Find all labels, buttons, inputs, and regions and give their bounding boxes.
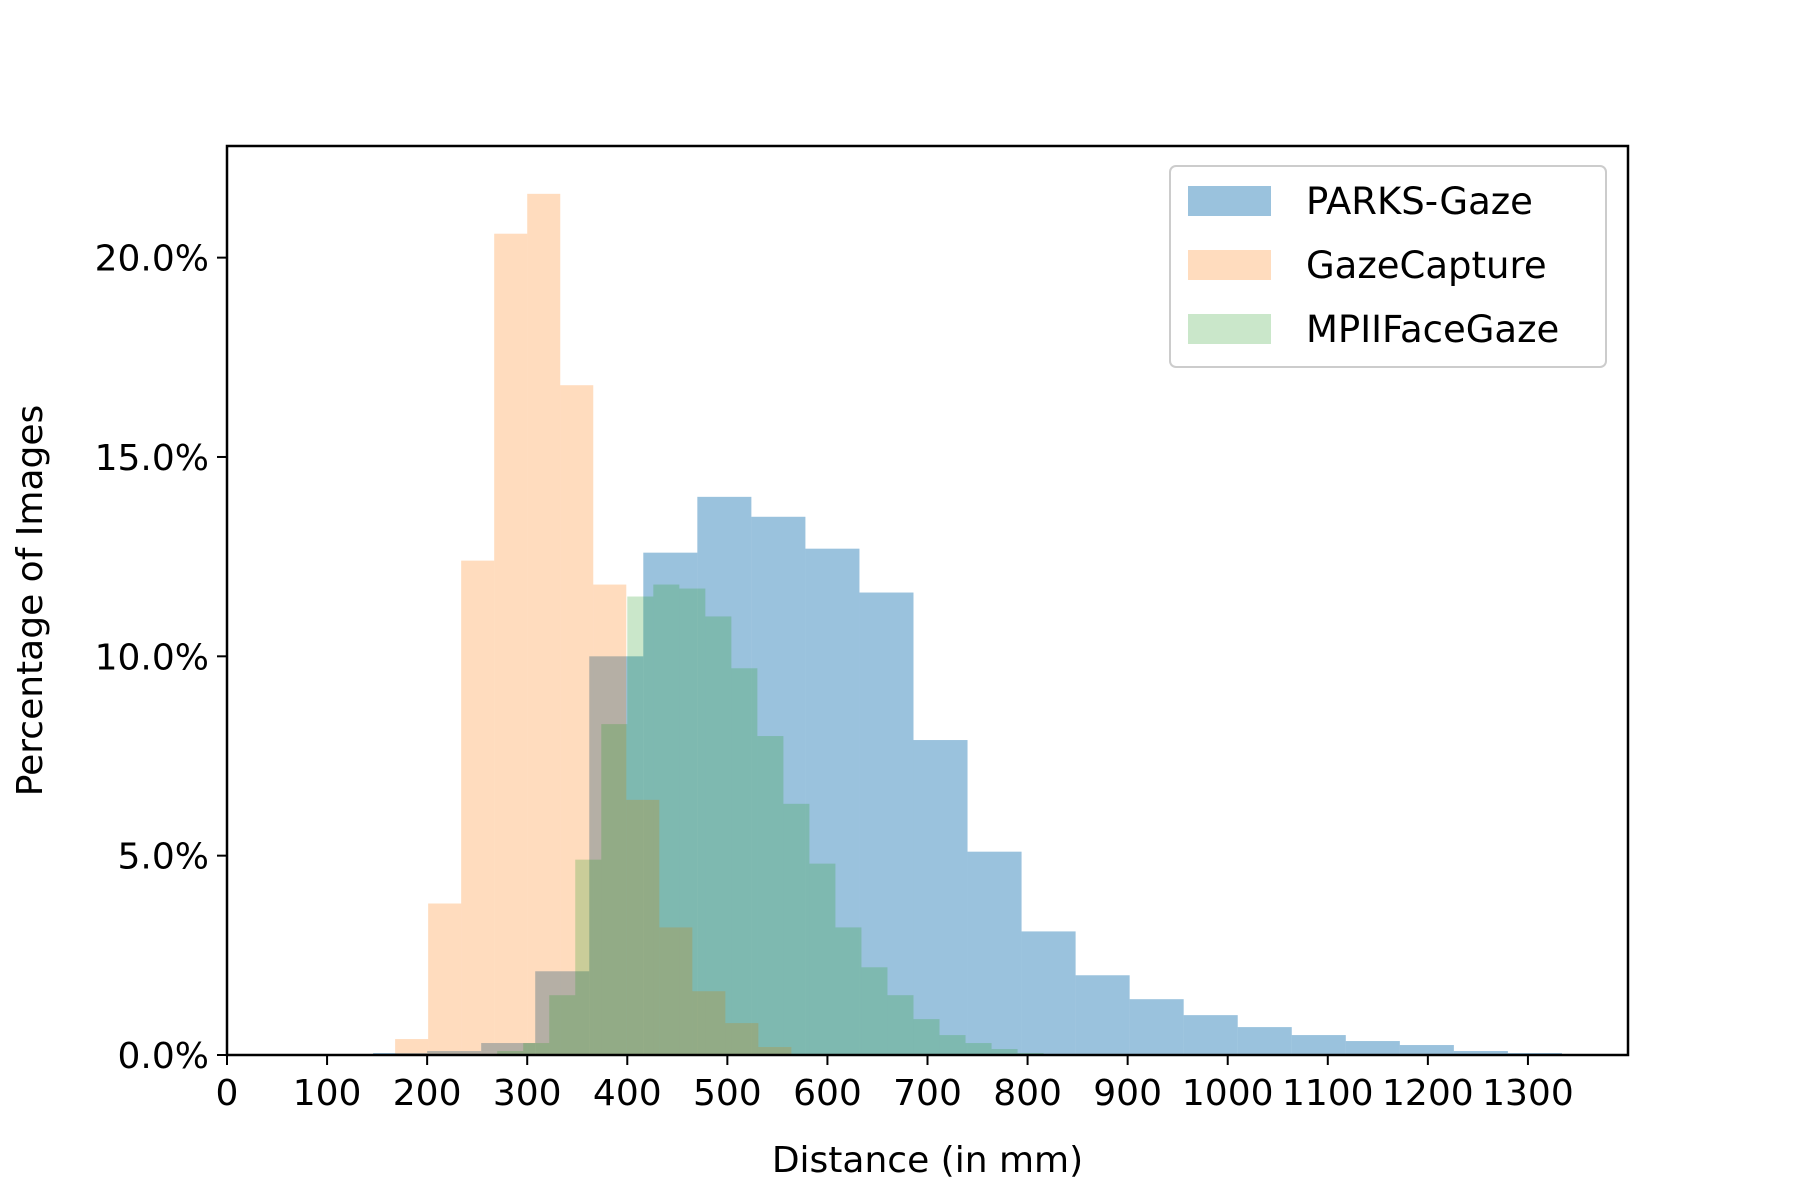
- bar-gazecapture-2: [461, 560, 495, 1055]
- y-axis: 0.0% 5.0% 10.0% 15.0% 20.0%: [95, 239, 227, 1077]
- y-tick-label: 5.0%: [118, 837, 209, 878]
- bar-mpiifacegaze-9: [731, 668, 758, 1055]
- bar-gazecapture-5: [560, 385, 594, 1055]
- x-tick-label: 100: [293, 1073, 362, 1114]
- bar-mpiifacegaze-2: [549, 995, 576, 1055]
- bar-parks-gaze-13: [1075, 975, 1130, 1055]
- histogram-bars: [373, 193, 1562, 1056]
- bar-mpiifacegaze-4: [601, 724, 628, 1055]
- bar-gazecapture-8: [659, 927, 693, 1055]
- x-tick-label: 700: [893, 1073, 962, 1114]
- legend-swatch-parks-gaze: [1188, 186, 1271, 216]
- x-axis: 0 100 200 300 400 500 600 700 800 900 1000 1100 1200…: [216, 1055, 1574, 1114]
- bar-mpiifacegaze-19: [991, 1049, 1018, 1055]
- bar-mpiifacegaze-6: [653, 584, 680, 1055]
- bar-parks-gaze-6: [697, 496, 752, 1055]
- bar-parks-gaze-9: [859, 592, 914, 1055]
- x-tick-label: 1300: [1482, 1073, 1574, 1114]
- bar-gazecapture-10: [725, 1023, 759, 1055]
- bar-parks-gaze-15: [1183, 1015, 1238, 1055]
- bar-mpiifacegaze-13: [835, 927, 862, 1055]
- x-tick-label: 600: [793, 1073, 862, 1114]
- bar-parks-gaze-7: [751, 516, 806, 1055]
- bar-mpiifacegaze-7: [679, 588, 706, 1055]
- bar-parks-gaze-20: [1453, 1051, 1508, 1055]
- bar-parks-gaze-18: [1345, 1041, 1400, 1055]
- y-axis-label: Percentage of Images: [10, 405, 51, 797]
- legend-label-mpiifacegaze: MPIIFaceGaze: [1306, 308, 1559, 351]
- bar-parks-gaze-17: [1291, 1035, 1346, 1055]
- legend-label-parks-gaze: PARKS-Gaze: [1306, 180, 1533, 223]
- x-tick-label: 200: [393, 1073, 462, 1114]
- x-tick-label: 900: [1093, 1073, 1162, 1114]
- legend-swatch-gazecapture: [1188, 250, 1271, 280]
- bar-parks-gaze-14: [1129, 999, 1184, 1055]
- x-tick-label: 400: [593, 1073, 662, 1114]
- x-axis-label: Distance (in mm): [772, 1140, 1083, 1181]
- series-gazecapture: [395, 193, 792, 1056]
- legend-label-gazecapture: GazeCapture: [1306, 244, 1547, 287]
- bar-parks-gaze-3: [535, 971, 590, 1055]
- bar-gazecapture-9: [692, 991, 726, 1055]
- series-mpiifacegaze: [497, 584, 1044, 1055]
- bar-parks-gaze-19: [1399, 1045, 1454, 1055]
- bar-mpiifacegaze-18: [965, 1043, 992, 1055]
- bar-mpiifacegaze-16: [913, 1019, 940, 1055]
- bar-mpiifacegaze-14: [861, 967, 888, 1055]
- bar-gazecapture-1: [428, 903, 462, 1055]
- legend: PARKS-Gaze GazeCapture MPIIFaceGaze: [1169, 165, 1607, 368]
- x-tick-label: 1200: [1382, 1073, 1474, 1114]
- bar-parks-gaze-16: [1237, 1027, 1292, 1055]
- bar-mpiifacegaze-0: [497, 1051, 524, 1055]
- bar-gazecapture-3: [494, 233, 528, 1056]
- bar-mpiifacegaze-15: [887, 995, 914, 1055]
- bar-parks-gaze-1: [427, 1051, 482, 1055]
- y-tick-label: 0.0%: [118, 1036, 209, 1077]
- legend-box: [1169, 165, 1607, 368]
- bar-gazecapture-7: [626, 799, 660, 1055]
- bar-parks-gaze-5: [643, 552, 698, 1055]
- y-tick-label: 15.0%: [95, 438, 209, 479]
- x-tick-label: 0: [216, 1073, 239, 1114]
- bar-mpiifacegaze-11: [783, 803, 810, 1055]
- bar-mpiifacegaze-8: [705, 616, 732, 1055]
- bar-mpiifacegaze-1: [523, 1043, 550, 1055]
- bar-parks-gaze-12: [1021, 931, 1076, 1055]
- x-tick-label: 1000: [1182, 1073, 1274, 1114]
- y-tick-label: 10.0%: [95, 637, 209, 678]
- x-tick-label: 500: [693, 1073, 762, 1114]
- bar-parks-gaze-2: [481, 1043, 536, 1055]
- bar-gazecapture-11: [758, 1047, 792, 1055]
- bar-gazecapture-0: [395, 1039, 429, 1055]
- bar-gazecapture-6: [593, 584, 627, 1055]
- bar-mpiifacegaze-10: [757, 736, 784, 1055]
- x-tick-label: 300: [493, 1073, 562, 1114]
- bar-parks-gaze-4: [589, 656, 644, 1055]
- bar-parks-gaze-10: [913, 740, 968, 1055]
- y-tick-label: 20.0%: [95, 239, 209, 280]
- series-parks-gaze: [373, 496, 1562, 1055]
- bar-mpiifacegaze-12: [809, 863, 836, 1055]
- bar-mpiifacegaze-17: [939, 1035, 966, 1055]
- x-tick-label: 1100: [1282, 1073, 1374, 1114]
- bar-gazecapture-4: [527, 193, 561, 1055]
- bar-parks-gaze-11: [967, 851, 1022, 1055]
- bar-mpiifacegaze-3: [575, 859, 602, 1055]
- legend-swatch-mpiifacegaze: [1188, 314, 1271, 344]
- bar-mpiifacegaze-5: [627, 596, 654, 1055]
- bar-parks-gaze-8: [805, 548, 860, 1055]
- x-tick-label: 800: [993, 1073, 1062, 1114]
